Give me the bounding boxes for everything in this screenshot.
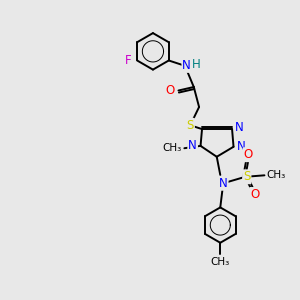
Text: CH₃: CH₃ xyxy=(163,143,182,153)
Text: N: N xyxy=(219,177,228,190)
Text: CH₃: CH₃ xyxy=(267,170,286,180)
Text: O: O xyxy=(244,148,253,161)
Text: S: S xyxy=(243,170,250,183)
Text: N: N xyxy=(188,140,197,152)
Text: N: N xyxy=(182,59,191,72)
Text: H: H xyxy=(192,58,200,71)
Text: CH₃: CH₃ xyxy=(211,257,230,267)
Text: F: F xyxy=(125,54,132,67)
Text: S: S xyxy=(187,119,194,132)
Text: N: N xyxy=(235,121,244,134)
Text: O: O xyxy=(250,188,260,201)
Text: N: N xyxy=(236,140,245,153)
Text: O: O xyxy=(166,84,175,97)
